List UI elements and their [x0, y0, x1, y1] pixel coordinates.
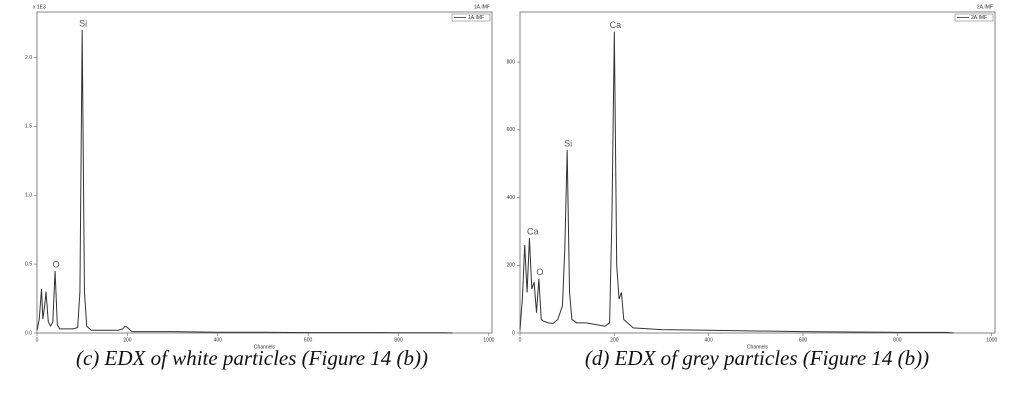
- x-tick-label: 200: [123, 337, 132, 343]
- x-tick-label: 800: [394, 337, 403, 343]
- peak-label: Si: [564, 139, 572, 149]
- y-tick-label: 800: [507, 59, 516, 65]
- x-tick-label: 400: [214, 337, 223, 343]
- peak-label: O: [536, 267, 543, 277]
- legend-label: 2A.IMF: [971, 15, 987, 21]
- legend-label: 1A.IMF: [468, 15, 484, 21]
- spectrum-line: [519, 31, 954, 334]
- x-tick-label: 600: [304, 337, 313, 343]
- legend-box: [451, 13, 491, 22]
- y-tick-label: 200: [507, 263, 516, 269]
- peak-label: Ca: [610, 20, 622, 30]
- y-tick-label: 1.5: [25, 124, 32, 130]
- y-tick-label: 0.5: [25, 261, 32, 267]
- spectrum-line: [36, 29, 453, 334]
- chart-title: 1A.IMF: [474, 4, 490, 10]
- x-tick-label: 800: [893, 337, 902, 343]
- y-tick-label: 0: [512, 330, 515, 336]
- x-tick-label: 1000: [986, 337, 997, 343]
- peak-label: Ca: [527, 227, 539, 237]
- x-tick-label: 600: [799, 337, 808, 343]
- y-tick-label: 400: [507, 195, 516, 201]
- peak-label: Si: [79, 18, 87, 28]
- x-tick-label: 400: [705, 337, 714, 343]
- x-axis-label: Channels: [747, 344, 769, 350]
- y-tick-label: 0.0: [25, 330, 32, 336]
- caption: (d) EDX of grey particles (Figure 14 (b)…: [585, 346, 929, 370]
- x-tick-label: 200: [610, 337, 619, 343]
- peak-label: O: [53, 259, 60, 269]
- y-tick-label: 2.0: [25, 55, 32, 61]
- y-scale-label: x 1E3: [33, 4, 46, 10]
- caption: (c) EDX of white particles (Figure 14 (b…: [76, 346, 428, 370]
- chart-title: 2A.IMF: [977, 4, 993, 10]
- legend-box: [954, 13, 994, 22]
- plot-frame: [36, 11, 493, 334]
- x-tick-label: 1000: [483, 337, 494, 343]
- x-axis-label: Channels: [254, 344, 276, 350]
- y-tick-label: 600: [507, 127, 516, 133]
- plot-frame: [519, 11, 996, 334]
- x-tick-label: 0: [36, 337, 39, 343]
- x-tick-label: 0: [519, 337, 522, 343]
- y-tick-label: 1.0: [25, 193, 32, 199]
